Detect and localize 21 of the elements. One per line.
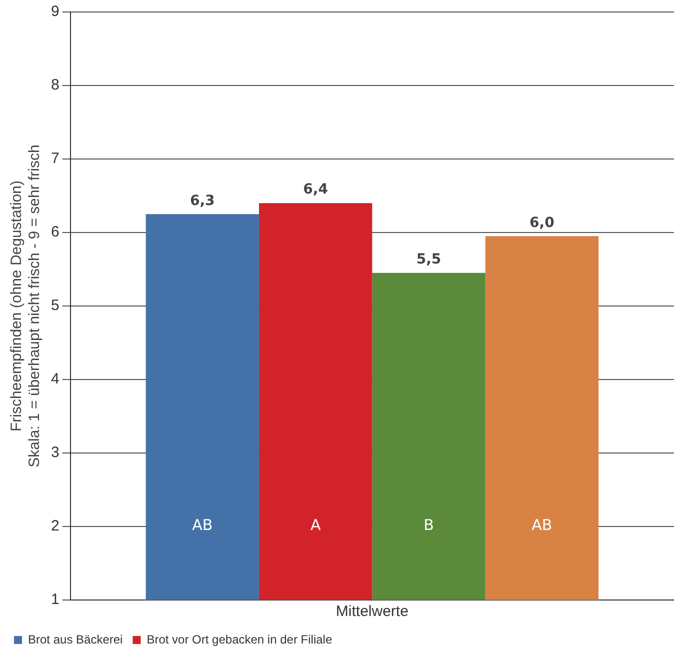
y-tick-label: 8: [51, 76, 60, 94]
data-label: 6,4: [303, 182, 328, 198]
annotation: AB: [192, 516, 213, 534]
data-label: 6,0: [530, 214, 555, 231]
y-axis-title: Frischeempfinden (ohne Degustation) Skala: 1 = überhaupt nicht frisch - 9 = sehr frisch: [8, 144, 44, 468]
data-label: 6,3: [190, 192, 215, 209]
legend-label: Brot vor Ort gebacken in der Filiale: [146, 632, 332, 646]
y-tick-label: 3: [51, 444, 60, 462]
y-tick-label: 2: [51, 518, 60, 535]
legend-label: Brot aus Bäckerei: [28, 632, 123, 646]
y-tick-label: 4: [51, 370, 60, 388]
y-tick-label: 6: [51, 224, 60, 241]
annotation: A: [310, 516, 322, 534]
y-tick-label: 5: [51, 297, 60, 314]
x-tick-label: Mittelwerte: [336, 603, 408, 620]
annotation: B: [424, 516, 434, 534]
y-tick-label: 7: [51, 150, 60, 168]
y-tick-label: 1: [51, 591, 60, 608]
y-tick-label: 9: [51, 3, 60, 20]
data-label: 5,5: [416, 252, 442, 268]
annotation: AB: [532, 516, 552, 534]
